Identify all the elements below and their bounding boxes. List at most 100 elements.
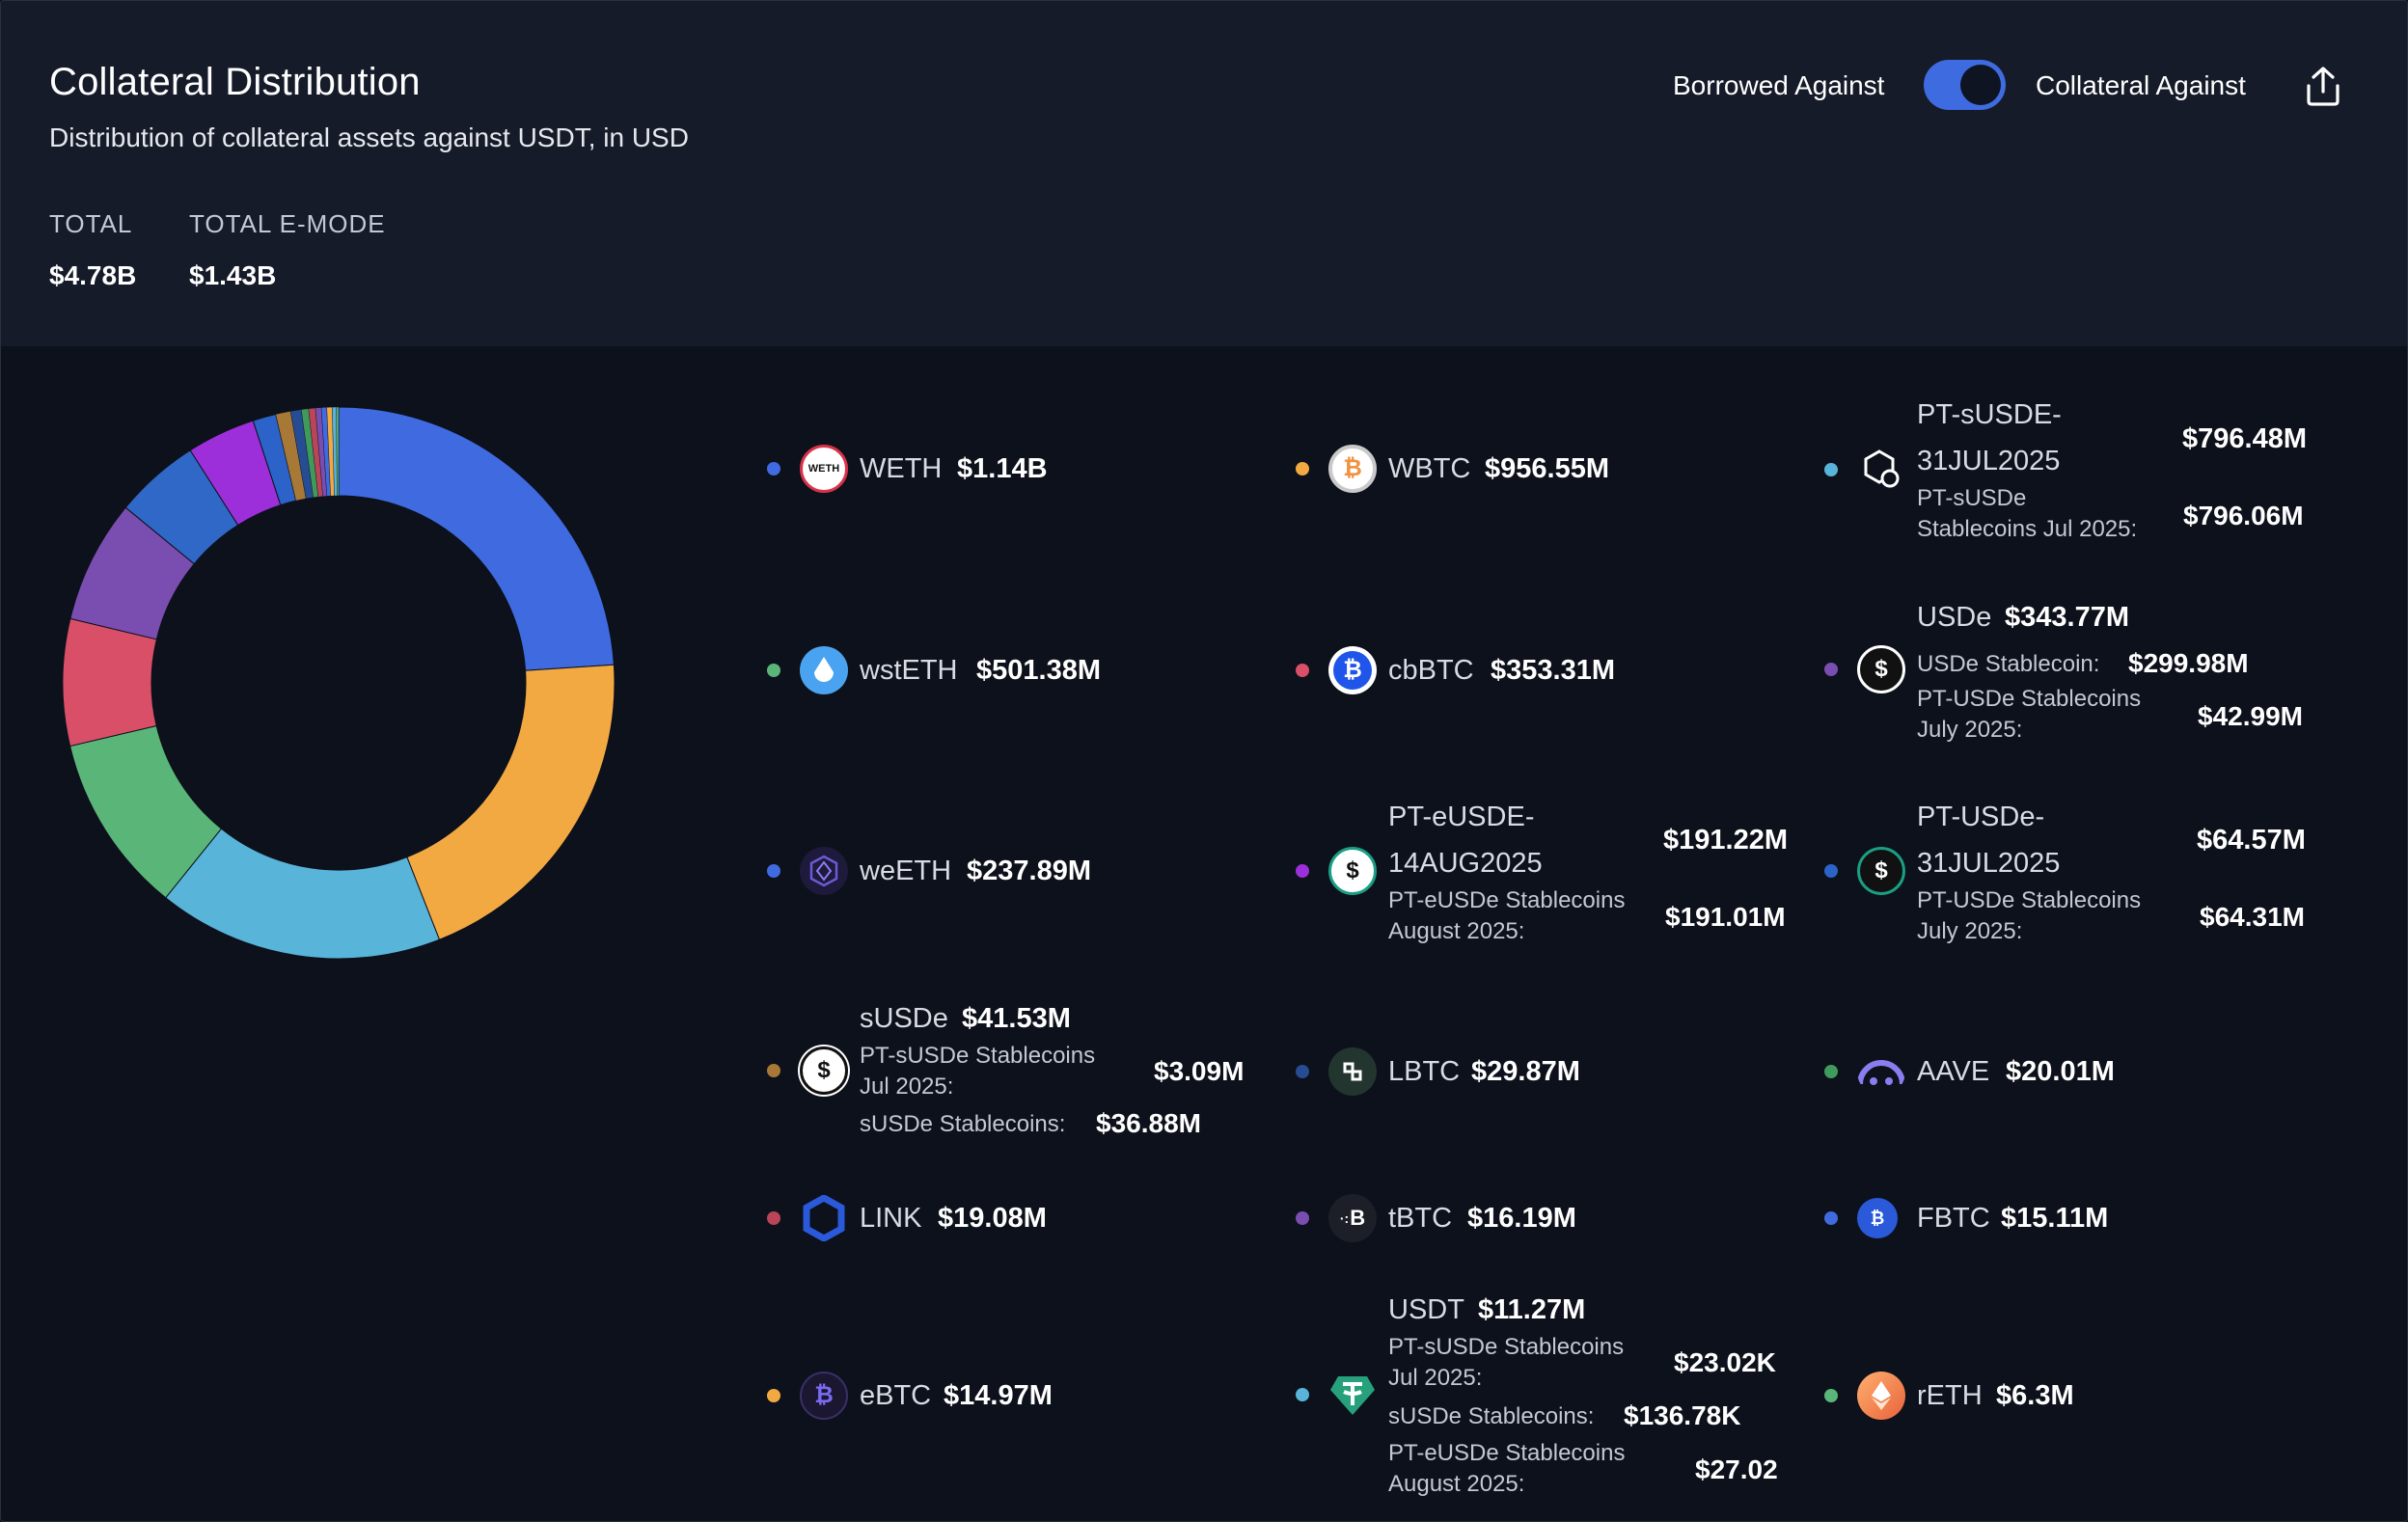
lbtc-symbol: LBTC bbox=[1388, 1056, 1461, 1087]
tbtc-icon-glyph: B bbox=[1350, 1206, 1366, 1230]
aave-symbol: AAVE bbox=[1917, 1056, 1990, 1087]
legend-item-wsteth[interactable]: wstETH $501.38M bbox=[766, 646, 1248, 694]
collateral-against-label[interactable]: Collateral Against bbox=[2036, 70, 2246, 100]
usdt-sub3-label-line2: August 2025: bbox=[1388, 1471, 1525, 1497]
collateral-donut-chart bbox=[62, 406, 616, 960]
usdt-dot bbox=[1296, 1388, 1309, 1401]
legend-item-pt-susde[interactable]: PT-sUSDE- 31JUL2025 $796.48M PT-sUSDe St… bbox=[1823, 395, 2325, 550]
link-symbol: LINK bbox=[860, 1203, 922, 1234]
weth-symbol: WETH bbox=[860, 453, 943, 484]
usde-sub2-label-line2: July 2025: bbox=[1917, 717, 2023, 743]
pt-usde-dot bbox=[1824, 864, 1838, 878]
legend-item-pt-eusde[interactable]: $ PT-eUSDE- 14AUG2025 $191.22M PT-eUSDe … bbox=[1295, 798, 1796, 952]
donut-slice-reth[interactable] bbox=[336, 406, 340, 497]
legend-item-fbtc[interactable]: ₿ FBTC $15.11M bbox=[1823, 1194, 2306, 1242]
card-title: Collateral Distribution bbox=[49, 61, 421, 103]
pt-susde-sub-label-line1: PT-sUSDe bbox=[1917, 485, 2027, 511]
total-emode-label: TOTAL E-MODE bbox=[189, 209, 386, 238]
pt-usde-dollar-icon: $ bbox=[1857, 847, 1905, 895]
legend-item-wbtc[interactable]: ₿ WBTC $956.55M bbox=[1295, 445, 1777, 493]
tbtc-symbol: tBTC bbox=[1388, 1203, 1453, 1234]
pt-usde-value: $64.57M bbox=[2197, 825, 2306, 856]
legend-item-aave[interactable]: AAVE $20.01M bbox=[1823, 1047, 2306, 1096]
donut-slice-cbbtc[interactable] bbox=[62, 617, 157, 747]
usdt-sub3-label-line1: PT-eUSDe Stablecoins bbox=[1388, 1440, 1626, 1466]
wbtc-bitcoin-icon: ₿ bbox=[1328, 445, 1377, 493]
view-toggle[interactable] bbox=[1924, 60, 2006, 110]
pt-eusde-sub-value: $191.01M bbox=[1665, 902, 1786, 932]
donut-slice-pt-susde-31jul2025[interactable] bbox=[164, 828, 441, 960]
usdt-sub2-label: sUSDe Stablecoins: bbox=[1388, 1403, 1595, 1429]
legend-item-reth[interactable]: rETH $6.3M bbox=[1823, 1372, 2306, 1420]
usde-dollar-icon: $ bbox=[1857, 645, 1905, 693]
usde-sub1-value: $299.98M bbox=[2128, 648, 2249, 678]
fbtc-bitcoin-icon: ₿ bbox=[1857, 1198, 1898, 1238]
cbbtc-icon-glyph: ₿ bbox=[1333, 651, 1372, 690]
borrowed-against-label[interactable]: Borrowed Against bbox=[1673, 70, 1885, 100]
weeth-dot bbox=[767, 864, 780, 878]
aave-dot bbox=[1824, 1065, 1838, 1078]
wbtc-dot bbox=[1296, 462, 1309, 476]
reth-value: $6.3M bbox=[1996, 1380, 2074, 1411]
legend-item-lbtc[interactable]: LBTC $29.87M bbox=[1295, 1047, 1777, 1096]
usdt-sub2-value: $136.78K bbox=[1624, 1400, 1741, 1430]
usde-symbol: USDe bbox=[1917, 602, 1992, 633]
legend-item-pt-usde[interactable]: $ PT-USDe- 31JUL2025 $64.57M PT-USDe Sta… bbox=[1823, 798, 2325, 952]
tbtc-dot bbox=[1296, 1211, 1309, 1225]
usde-value: $343.77M bbox=[2005, 602, 2129, 633]
usdt-sub3-value: $27.02 bbox=[1695, 1454, 1778, 1484]
pt-usde-symbol-line2: 31JUL2025 bbox=[1917, 848, 2061, 879]
link-dot bbox=[767, 1211, 780, 1225]
legend-item-ebtc[interactable]: ₿ eBTC $14.97M bbox=[766, 1372, 1248, 1420]
legend-item-cbbtc[interactable]: ₿ cbBTC $353.31M bbox=[1295, 646, 1777, 694]
legend-item-tbtc[interactable]: ·: B tBTC $16.19M bbox=[1295, 1194, 1777, 1242]
legend-item-usde[interactable]: $ USDe $343.77M USDe Stablecoin: $299.98… bbox=[1823, 598, 2325, 752]
pt-usde-sub-value: $64.31M bbox=[2200, 902, 2305, 932]
tbtc-icon: ·: B bbox=[1328, 1194, 1377, 1242]
usdt-sub1-value: $23.02K bbox=[1674, 1347, 1776, 1377]
droplet-icon bbox=[800, 646, 848, 694]
tether-icon bbox=[1328, 1371, 1377, 1419]
usde-dot bbox=[1824, 663, 1838, 676]
lbtc-dot bbox=[1296, 1065, 1309, 1078]
aave-ghost-icon bbox=[1857, 1047, 1905, 1096]
pt-susde-dot bbox=[1824, 463, 1838, 476]
reth-ethereum-icon bbox=[1857, 1372, 1905, 1420]
pt-susde-value: $796.48M bbox=[2182, 423, 2307, 454]
pt-eusde-dollar-icon: $ bbox=[1328, 847, 1377, 895]
share-icon[interactable] bbox=[2304, 65, 2342, 107]
lbtc-icon bbox=[1328, 1047, 1377, 1096]
toggle-knob bbox=[1960, 65, 2001, 105]
cbbtc-bitcoin-icon: ₿ bbox=[1328, 646, 1377, 694]
legend-item-link[interactable]: LINK $19.08M bbox=[766, 1194, 1248, 1242]
donut-slice-weth[interactable] bbox=[338, 406, 615, 671]
pt-susde-sub-label-line2: Stablecoins Jul 2025: bbox=[1917, 516, 2138, 542]
pt-usde-sub-label-line2: July 2025: bbox=[1917, 918, 2023, 944]
pt-eusde-value: $191.22M bbox=[1663, 825, 1788, 856]
legend-item-weeth[interactable]: weETH $237.89M bbox=[766, 847, 1248, 895]
pt-eusde-dot bbox=[1296, 864, 1309, 878]
weeth-value: $237.89M bbox=[967, 856, 1091, 886]
susde-dollar-icon: $ bbox=[800, 1046, 848, 1095]
donut-slice-wbtc[interactable] bbox=[406, 664, 616, 940]
pt-eusde-symbol-line1: PT-eUSDE- bbox=[1388, 802, 1535, 832]
weth-dot bbox=[767, 462, 780, 476]
weeth-hexagon-icon bbox=[800, 847, 848, 895]
link-hexagon-icon bbox=[800, 1194, 848, 1242]
fbtc-dot bbox=[1824, 1211, 1838, 1225]
wsteth-value: $501.38M bbox=[976, 655, 1101, 686]
usde-sub1-label: USDe Stablecoin: bbox=[1917, 651, 2100, 677]
pt-susde-hexagon-icon bbox=[1857, 446, 1905, 494]
cbbtc-value: $353.31M bbox=[1491, 655, 1615, 686]
legend-item-usdt[interactable]: USDT $11.27M PT-sUSDe Stablecoins Jul 20… bbox=[1295, 1289, 1796, 1510]
reth-symbol: rETH bbox=[1917, 1380, 1983, 1411]
pt-susde-sub-value: $796.06M bbox=[2183, 501, 2304, 530]
legend-item-weth[interactable]: WETH WETH $1.14B bbox=[766, 445, 1248, 493]
total-label: TOTAL bbox=[49, 209, 133, 238]
total-emode-value: $1.43B bbox=[189, 260, 277, 290]
legend-item-susde[interactable]: $ sUSDe $41.53M PT-sUSDe Stablecoins Jul… bbox=[766, 999, 1268, 1144]
cbbtc-dot bbox=[1296, 664, 1309, 677]
susde-sub2-value: $36.88M bbox=[1096, 1108, 1201, 1138]
cbbtc-symbol: cbBTC bbox=[1388, 655, 1474, 686]
usdt-value: $11.27M bbox=[1478, 1294, 1586, 1325]
